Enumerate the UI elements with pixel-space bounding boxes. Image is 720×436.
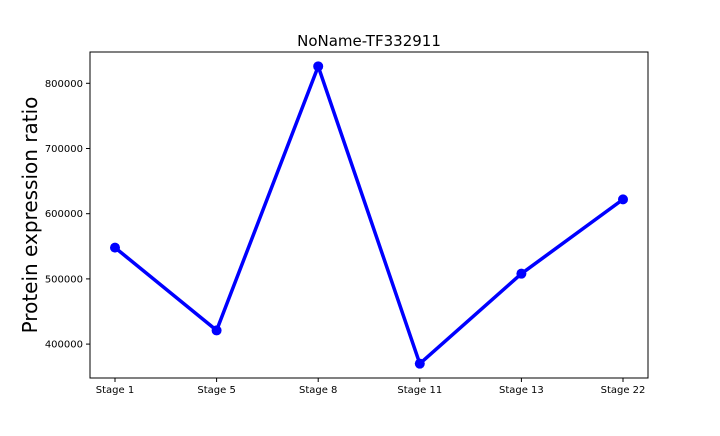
y-tick-label: 700000 (45, 144, 83, 155)
x-tick-label: Stage 22 (601, 385, 646, 396)
data-point (618, 194, 628, 205)
y-axis-label: Protein expression ratio (18, 97, 42, 334)
y-tick-label: 400000 (45, 340, 83, 351)
x-tick-label: Stage 5 (197, 385, 235, 396)
plot-frame (89, 51, 649, 379)
y-tick-label: 600000 (45, 209, 83, 220)
series-line (113, 64, 625, 366)
data-point (211, 325, 222, 336)
x-tick-label: Stage 1 (96, 385, 134, 396)
data-point (516, 268, 527, 279)
x-tick-label: Stage 13 (499, 385, 544, 396)
data-point (313, 61, 324, 72)
chart-title: NoName-TF332911 (297, 32, 441, 50)
x-tick-label: Stage 11 (397, 385, 442, 396)
y-tick-label: 500000 (45, 274, 83, 285)
data-point (414, 358, 425, 369)
y-tick-label: 800000 (45, 79, 83, 90)
x-tick-label: Stage 8 (299, 385, 337, 396)
data-point (110, 242, 120, 253)
plot-area: 400000 500000 600000 700000 800000 Stage 1 Sta… (45, 61, 646, 396)
